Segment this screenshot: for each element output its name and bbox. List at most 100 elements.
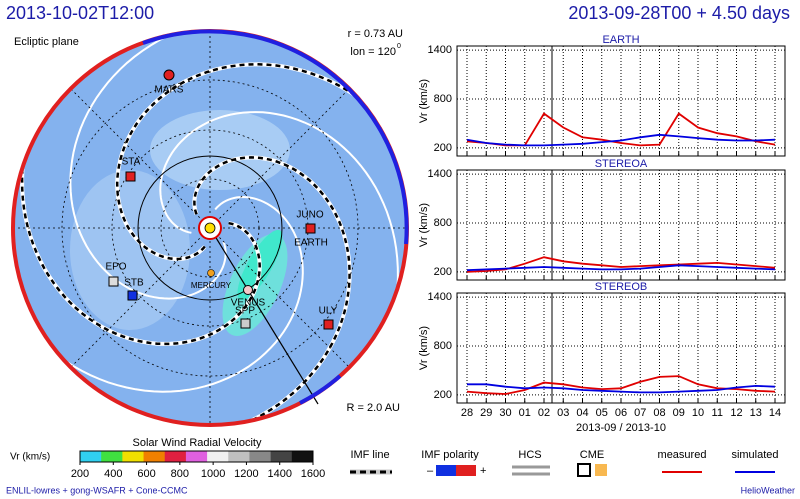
x-tick-label: 07 <box>634 407 646 419</box>
x-tick-label: 05 <box>596 407 608 419</box>
series-line <box>467 383 776 394</box>
legend-label: CME <box>580 449 604 461</box>
planet <box>163 69 175 81</box>
colorbar-tick-label: 1200 <box>234 468 258 480</box>
range-label: R = 2.0 AU <box>346 402 400 414</box>
x-tick-label: 28 <box>461 407 473 419</box>
legend-label: measured <box>658 449 707 461</box>
charts: EARTH Vr (km/s) 200 800 1400 STEREOA Vr (km/s)… <box>418 34 786 434</box>
panel-title: STEREOB <box>595 281 648 293</box>
lon-label: lon = 120 <box>350 46 396 58</box>
footer-left: ENLIL-lowres + gong-WSAFR + Cone-CCMC <box>6 485 188 495</box>
x-tick-label: 14 <box>769 407 781 419</box>
x-tick-label: 29 <box>480 407 492 419</box>
footer-right: HelioWeather <box>741 485 795 495</box>
x-tick-label: 13 <box>750 407 762 419</box>
y-tick-label: 800 <box>434 93 452 105</box>
swatch <box>436 465 456 476</box>
panel-title: EARTH <box>602 34 639 46</box>
series-line <box>466 133 776 147</box>
swatch <box>456 465 476 476</box>
x-tick-label: 03 <box>557 407 569 419</box>
x-tick-label: 06 <box>615 407 627 419</box>
radius-label: r = 0.73 AU <box>348 28 403 40</box>
object-label: EPO <box>105 262 126 273</box>
colorbar-swatch <box>122 451 145 462</box>
colorbar-swatch <box>228 451 250 462</box>
colorbar: Solar Wind Radial Velocity Vr (km/s) 200… <box>10 437 325 480</box>
object-label: JUNO <box>296 210 323 221</box>
object-label: EARTH <box>294 238 328 249</box>
imf-lines <box>15 33 405 423</box>
x-tick-label: 01 <box>519 407 531 419</box>
polar-plot: MARS STA JUNO EARTH EPO STB MERCURY VENU… <box>11 28 409 427</box>
x-tick-label: 08 <box>653 407 665 419</box>
colorbar-frame <box>79 450 314 463</box>
lon-degree: 0 <box>397 43 401 50</box>
x-tick-label: 30 <box>499 407 511 419</box>
series-line <box>466 264 776 272</box>
object-label: STA <box>122 157 141 168</box>
imf-line <box>159 111 399 416</box>
colorbar-swatch <box>207 451 229 462</box>
y-tick-label: 1400 <box>428 291 452 303</box>
object-label: MERCURY <box>191 281 232 290</box>
legend-label: + <box>480 465 486 477</box>
y-tick-label: 800 <box>434 217 452 229</box>
object-label: STB <box>124 278 144 289</box>
spacecraft <box>108 276 119 287</box>
colorbar-label: Vr (km/s) <box>10 452 50 463</box>
imf-line <box>20 40 261 346</box>
swatch <box>577 463 591 477</box>
colorbar-tick-label: 1600 <box>301 468 325 480</box>
legend: IMF line IMF polarity – + HCS CME measur… <box>350 449 779 477</box>
planet <box>207 269 215 277</box>
colorbar-swatch <box>101 451 123 462</box>
y-axis-label: Vr (km/s) <box>418 326 430 370</box>
region <box>70 170 190 330</box>
rim-arc <box>299 374 342 405</box>
legend-label: IMF polarity <box>421 449 479 461</box>
colorbar-title: Solar Wind Radial Velocity <box>132 437 262 449</box>
plot-frame <box>456 45 786 157</box>
y-axis-label: Vr (km/s) <box>418 203 430 247</box>
y-tick-label: 800 <box>434 340 452 352</box>
plot-frame <box>456 169 786 281</box>
y-tick-label: 1400 <box>428 44 452 56</box>
header-right: 2013-09-28T00 + 4.50 days <box>568 3 790 23</box>
earth-line <box>209 227 319 405</box>
object-label: ULY <box>319 306 338 317</box>
colorbar-swatch <box>291 451 314 462</box>
x-axis-label: 2013-09 / 2013-10 <box>576 422 666 434</box>
colorbar-tick-label: 200 <box>71 468 89 480</box>
spacecraft <box>125 171 136 182</box>
object-label: MARS <box>155 85 184 96</box>
imf-line <box>115 63 405 261</box>
panel-title: STEREOA <box>595 158 648 170</box>
y-tick-label: 200 <box>434 266 452 278</box>
x-tick-label: 11 <box>712 407 723 419</box>
legend-label: – <box>427 465 434 477</box>
colorbar-tick-label: 1000 <box>201 468 225 480</box>
legend-label: simulated <box>731 449 778 461</box>
spacecraft <box>240 318 251 329</box>
spacecraft <box>127 290 138 301</box>
polar-title: Ecliptic plane <box>14 36 79 48</box>
rim-arc <box>142 29 409 245</box>
colorbar-tick-label: 1400 <box>267 468 291 480</box>
object-label: SPP <box>235 306 255 317</box>
colorbar-swatch <box>80 451 102 462</box>
colorbar-swatch <box>185 451 208 462</box>
colorbar-tick-label: 600 <box>137 468 155 480</box>
colorbar-swatch <box>249 451 272 462</box>
x-tick-label: 12 <box>730 407 742 419</box>
colorbar-swatch <box>164 451 187 462</box>
plot-frame <box>456 292 786 404</box>
object-label: VENUS <box>231 298 266 309</box>
spacecraft <box>323 319 334 330</box>
y-tick-label: 200 <box>434 142 452 154</box>
colorbar-swatch <box>270 451 293 462</box>
colorbar-tick-label: 400 <box>104 468 122 480</box>
x-tick-label: 02 <box>538 407 550 419</box>
